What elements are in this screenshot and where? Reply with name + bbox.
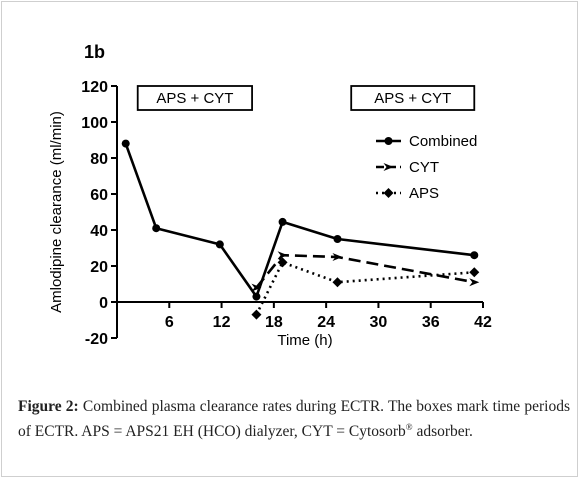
legend-marker-combined: [384, 137, 393, 145]
y-tick-label: 0: [99, 295, 108, 312]
ectr-period-label-2: APS + CYT: [374, 90, 451, 107]
caption-label: Figure 2:: [18, 398, 79, 415]
caption-text: Combined plasma clearance rates during E…: [18, 398, 570, 441]
data-point-cyt: [251, 283, 262, 292]
series-cyt: [251, 251, 480, 292]
x-tick-label: 6: [165, 314, 174, 331]
data-point-aps: [277, 257, 288, 268]
series-layer: [121, 139, 480, 320]
data-point-combined: [278, 217, 287, 226]
series-combined: [121, 139, 479, 301]
registered-mark: ®: [405, 422, 413, 432]
clearance-chart: 1b Amlodipine clearance (ml/min) Time (h…: [48, 42, 492, 349]
data-point-aps: [469, 267, 480, 278]
ectr-period-box-1: [136, 85, 253, 111]
data-point-combined: [333, 235, 342, 243]
data-point-aps: [332, 277, 343, 288]
data-point-combined: [121, 139, 130, 148]
x-tick-label: 12: [213, 314, 231, 331]
x-tick-label: 42: [474, 314, 492, 331]
ectr-period-label-1: APS + CYT: [156, 90, 233, 107]
data-point-combined: [470, 251, 479, 260]
legend-layer: Combined CYT APS: [376, 133, 477, 202]
y-axis-label: Amlodipine clearance (ml/min): [48, 111, 65, 313]
annotation-layer: APS + CYT APS + CYT: [136, 85, 476, 111]
x-tick-label: 36: [422, 314, 440, 331]
legend-entry-aps: APS: [376, 185, 439, 202]
panel-label: 1b: [84, 42, 105, 62]
figure-caption: Figure 2: Combined plasma clearance rate…: [18, 397, 570, 442]
y-tick-label: 60: [90, 187, 108, 204]
data-point-combined: [152, 224, 161, 233]
data-point-cyt: [469, 278, 480, 287]
y-tick-label: 120: [81, 79, 108, 96]
data-point-aps: [251, 309, 262, 320]
x-tick-label: 24: [317, 314, 335, 331]
y-tick-label: 20: [90, 259, 108, 276]
y-tick-label: 100: [81, 115, 108, 132]
data-point-combined: [252, 292, 261, 301]
x-axis-label: Time (h): [277, 332, 332, 349]
ectr-period-box-2: [350, 85, 476, 111]
data-point-cyt: [277, 251, 288, 260]
legend-label-cyt: CYT: [409, 159, 439, 176]
x-tick-label: 30: [370, 314, 388, 331]
legend-marker-aps: [383, 188, 394, 198]
axes-layer: -20 0 20 40 60 80 100 120 6 12 18 24 30 36 42: [81, 79, 492, 348]
x-tick-label: 18: [265, 314, 283, 331]
series-aps: [251, 257, 480, 320]
legend-label-aps: APS: [409, 185, 439, 202]
data-point-cyt: [332, 253, 343, 261]
y-tick-label: 40: [90, 223, 108, 240]
legend-entry-combined: Combined: [376, 133, 477, 150]
y-tick-label: -20: [85, 331, 108, 348]
caption-text-end: adsorber.: [412, 423, 473, 441]
series-line-aps: [255, 261, 475, 316]
y-tick-label: 80: [90, 151, 108, 168]
legend-entry-cyt: CYT: [376, 159, 439, 176]
data-point-combined: [215, 240, 224, 249]
legend-marker-cyt: [383, 163, 394, 171]
legend-label-combined: Combined: [409, 133, 477, 150]
series-line-cyt: [255, 253, 475, 289]
